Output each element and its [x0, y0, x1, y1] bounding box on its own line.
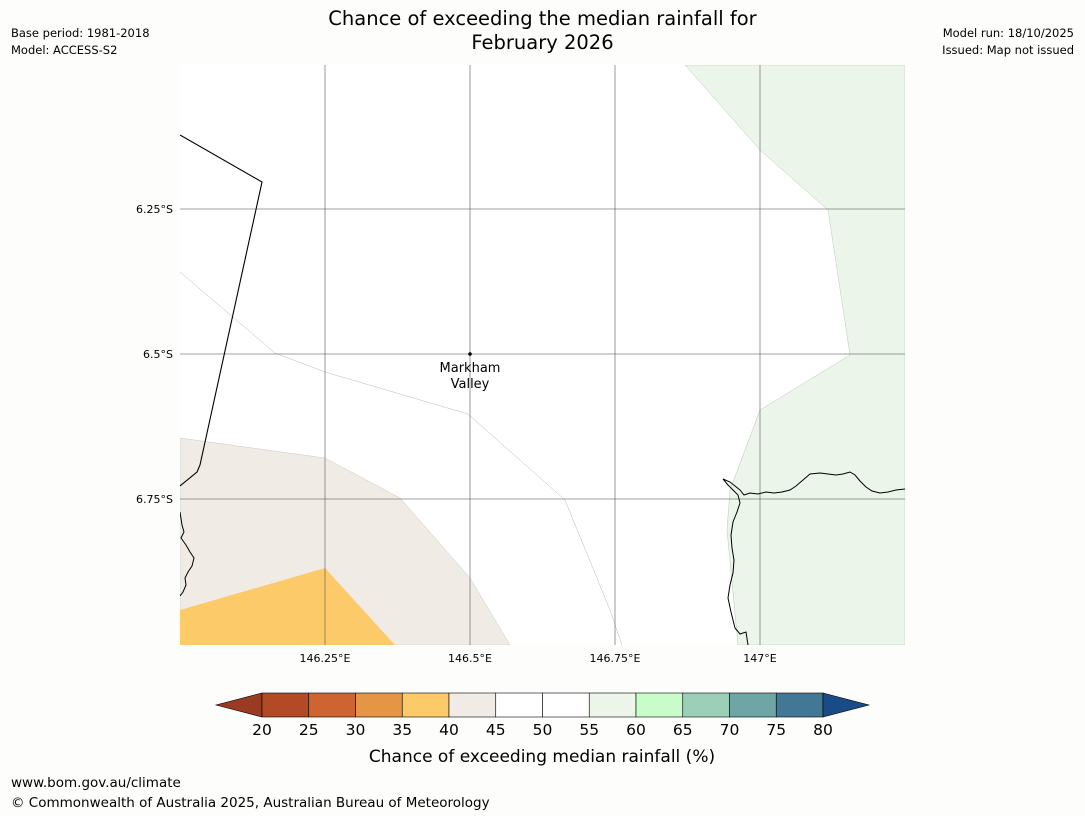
contour-line — [180, 271, 623, 645]
colorbar-segment — [355, 692, 403, 718]
colorbar-segment — [729, 692, 777, 718]
lat-label-6-5: 6.5°S — [143, 348, 173, 361]
colorbar-tick-label: 75 — [766, 721, 786, 739]
lat-label-6-25: 6.25°S — [136, 203, 173, 216]
lon-label-146-75: 146.75°E — [590, 652, 641, 665]
colorbar-extend-low — [214, 692, 263, 718]
border-line — [180, 134, 263, 487]
header-meta-left: Base period: 1981-2018 Model: ACCESS-S2 — [11, 25, 150, 59]
colorbar-segment — [542, 692, 590, 718]
colorbar-segment — [448, 692, 497, 718]
place-label-line-2: Valley — [451, 377, 490, 392]
graticule — [180, 65, 905, 645]
lon-label-147: 147°E — [743, 652, 776, 665]
colorbar-extend-high — [822, 692, 871, 718]
colorbar-ticks: 20 25 30 35 40 45 50 55 60 65 70 75 80 — [252, 721, 833, 739]
base-period-text: Base period: 1981-2018 — [11, 26, 150, 40]
colorbar-tick-label: 50 — [533, 721, 553, 739]
header-meta-right: Model run: 18/10/2025 Issued: Map not is… — [942, 25, 1074, 59]
colorbar-tick-label: 40 — [439, 721, 459, 739]
lon-label-146-5: 146.5°E — [448, 652, 492, 665]
model-text: Model: ACCESS-S2 — [11, 43, 118, 57]
footer-copyright: © Commonwealth of Australia 2025, Austra… — [11, 795, 490, 811]
title-line-2: February 2026 — [471, 31, 614, 54]
lon-label-146-25: 146.25°E — [300, 652, 351, 665]
colorbar-tick-label: 45 — [486, 721, 506, 739]
issued-text: Issued: Map not issued — [942, 43, 1074, 57]
colorbar-segment — [401, 692, 450, 718]
title-line-1: Chance of exceeding the median rainfall … — [328, 7, 757, 30]
coastline-east — [722, 471, 905, 645]
colorbar-tick-label: 65 — [673, 721, 693, 739]
footer-url: www.bom.gov.au/climate — [11, 775, 181, 791]
colorbar-tick-label: 80 — [813, 721, 833, 739]
region-55-60 — [684, 65, 905, 645]
colorbar — [214, 692, 871, 718]
region-35-40 — [180, 568, 395, 645]
colorbar-segment — [588, 692, 637, 718]
lat-label-6-75: 6.75°S — [136, 493, 173, 506]
colorbar-tick-label: 30 — [346, 721, 366, 739]
colorbar-tick-label: 25 — [299, 721, 319, 739]
colorbar-title: Chance of exceeding median rainfall (%) — [369, 747, 715, 767]
place-marker[interactable] — [468, 352, 472, 356]
colorbar-tick-label: 20 — [252, 721, 272, 739]
colorbar-segment — [261, 692, 310, 718]
colorbar-tick-label: 55 — [579, 721, 599, 739]
map-title: Chance of exceeding the median rainfall … — [0, 7, 1085, 55]
colorbar-segment — [682, 692, 730, 718]
colorbar-tick-label: 35 — [392, 721, 412, 739]
colorbar-tick-label: 70 — [720, 721, 740, 739]
model-run-text: Model run: 18/10/2025 — [942, 26, 1074, 40]
map-figure: Markham Valley 6.25°S 6.5°S 6.75°S 146.2… — [136, 65, 905, 767]
colorbar-segment — [495, 692, 543, 718]
map-panel[interactable] — [180, 65, 905, 645]
colorbar-segment — [308, 692, 356, 718]
colorbar-tick-label: 60 — [626, 721, 646, 739]
place-label-line-1: Markham — [440, 361, 501, 376]
colorbar-segment — [775, 692, 824, 718]
colorbar-segment — [635, 692, 684, 718]
coastline-west — [180, 511, 195, 597]
